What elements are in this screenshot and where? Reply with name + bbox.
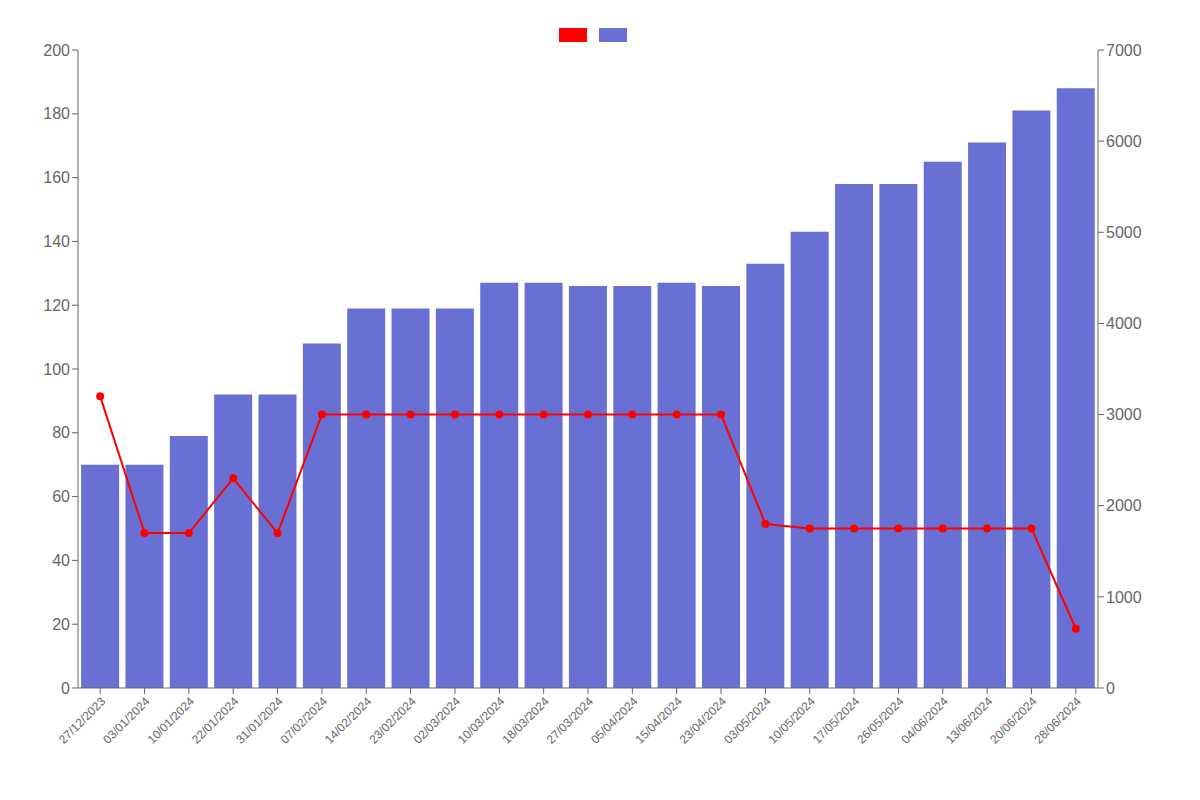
svg-text:14/02/2024: 14/02/2024	[322, 694, 375, 747]
svg-text:4000: 4000	[1106, 315, 1142, 332]
svg-text:28/06/2024: 28/06/2024	[1032, 694, 1085, 747]
svg-text:0: 0	[61, 680, 70, 697]
svg-text:04/06/2024: 04/06/2024	[899, 694, 952, 747]
svg-text:7000: 7000	[1106, 42, 1142, 59]
svg-text:03/05/2024: 03/05/2024	[721, 694, 774, 747]
svg-text:60: 60	[52, 488, 70, 505]
svg-text:2000: 2000	[1106, 497, 1142, 514]
svg-text:100: 100	[43, 361, 70, 378]
svg-text:27/12/2023: 27/12/2023	[56, 694, 109, 747]
svg-text:180: 180	[43, 105, 70, 122]
svg-text:13/06/2024: 13/06/2024	[943, 694, 996, 747]
svg-text:26/05/2024: 26/05/2024	[854, 694, 907, 747]
svg-text:120: 120	[43, 297, 70, 314]
svg-text:05/04/2024: 05/04/2024	[588, 694, 641, 747]
svg-text:20: 20	[52, 616, 70, 633]
svg-text:10/01/2024: 10/01/2024	[145, 694, 198, 747]
svg-text:140: 140	[43, 233, 70, 250]
svg-text:18/03/2024: 18/03/2024	[499, 694, 552, 747]
svg-text:200: 200	[43, 42, 70, 59]
svg-text:5000: 5000	[1106, 224, 1142, 241]
svg-text:27/03/2024: 27/03/2024	[544, 694, 597, 747]
svg-text:02/03/2024: 02/03/2024	[411, 694, 464, 747]
svg-text:17/05/2024: 17/05/2024	[810, 694, 863, 747]
svg-text:31/01/2024: 31/01/2024	[233, 694, 286, 747]
svg-text:160: 160	[43, 169, 70, 186]
svg-text:80: 80	[52, 424, 70, 441]
svg-text:03/01/2024: 03/01/2024	[100, 694, 153, 747]
svg-text:23/02/2024: 23/02/2024	[366, 694, 419, 747]
svg-text:22/01/2024: 22/01/2024	[189, 694, 242, 747]
svg-text:1000: 1000	[1106, 589, 1142, 606]
svg-text:40: 40	[52, 552, 70, 569]
svg-text:10/05/2024: 10/05/2024	[766, 694, 819, 747]
svg-text:3000: 3000	[1106, 406, 1142, 423]
svg-text:10/03/2024: 10/03/2024	[455, 694, 508, 747]
svg-text:07/02/2024: 07/02/2024	[278, 694, 331, 747]
svg-text:6000: 6000	[1106, 133, 1142, 150]
svg-text:0: 0	[1106, 680, 1115, 697]
svg-text:15/04/2024: 15/04/2024	[632, 694, 685, 747]
svg-text:20/06/2024: 20/06/2024	[987, 694, 1040, 747]
svg-text:23/04/2024: 23/04/2024	[677, 694, 730, 747]
